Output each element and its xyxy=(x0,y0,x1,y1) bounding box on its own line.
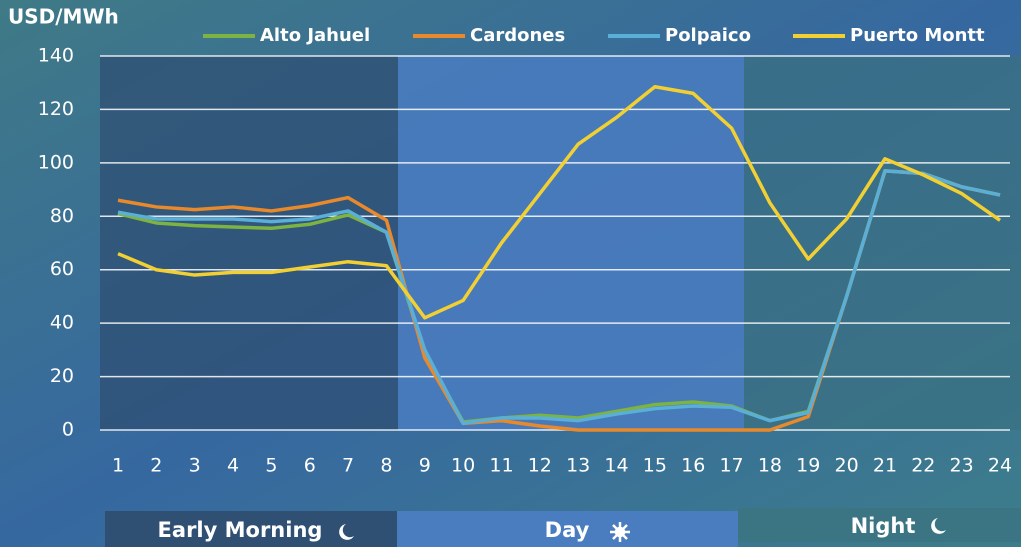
y-tick-label: 0 xyxy=(62,419,74,441)
moon-icon xyxy=(339,524,354,540)
period-label: Day xyxy=(545,518,590,542)
x-tick-label: 23 xyxy=(950,455,974,477)
legend-label: Puerto Montt xyxy=(850,25,985,46)
x-tick-label: 7 xyxy=(342,455,354,477)
x-tick-label: 18 xyxy=(758,455,782,477)
day-band xyxy=(398,56,744,430)
x-tick-label: 15 xyxy=(643,455,667,477)
x-tick-label: 8 xyxy=(380,455,392,477)
x-tick-label: 11 xyxy=(489,455,513,477)
x-tick-label: 21 xyxy=(873,455,897,477)
x-tick-label: 9 xyxy=(419,455,431,477)
x-tick-label: 17 xyxy=(719,455,743,477)
early-morning-band xyxy=(100,56,398,430)
y-tick-label: 40 xyxy=(50,312,74,334)
legend-label: Alto Jahuel xyxy=(260,25,370,46)
x-tick-label: 10 xyxy=(451,455,475,477)
x-tick-label: 2 xyxy=(150,455,162,477)
night-band xyxy=(744,56,1021,430)
y-tick-label: 100 xyxy=(38,151,74,173)
x-tick-label: 24 xyxy=(988,455,1012,477)
x-tick-label: 12 xyxy=(528,455,552,477)
night-box xyxy=(738,508,1021,542)
y-tick-label: 20 xyxy=(50,365,74,387)
x-tick-label: 6 xyxy=(304,455,316,477)
x-tick-label: 1 xyxy=(112,455,124,477)
day-box xyxy=(397,511,738,547)
series-line xyxy=(117,84,1002,320)
legend-label: Polpaico xyxy=(665,25,751,46)
y-tick-label: 120 xyxy=(38,98,74,120)
x-tick-label: 3 xyxy=(189,455,201,477)
x-tick-label: 14 xyxy=(604,455,628,477)
x-tick-label: 5 xyxy=(265,455,277,477)
y-tick-label: 60 xyxy=(50,258,74,280)
series-line xyxy=(117,169,1001,426)
y-tick-label: 140 xyxy=(38,45,74,67)
x-tick-label: 13 xyxy=(566,455,590,477)
x-tick-label: 4 xyxy=(227,455,239,477)
early-morning-box xyxy=(105,511,397,547)
period-label: Early Morning xyxy=(158,518,323,542)
x-tick-label: 19 xyxy=(796,455,820,477)
y-axis-label: USD/MWh xyxy=(8,5,119,29)
x-tick-label: 22 xyxy=(911,455,935,477)
moon-icon xyxy=(931,518,946,534)
period-label: Night xyxy=(851,514,916,538)
legend-label: Cardones xyxy=(470,25,565,46)
y-tick-label: 80 xyxy=(50,205,74,227)
x-tick-label: 20 xyxy=(835,455,859,477)
x-tick-label: 16 xyxy=(681,455,705,477)
sun-icon xyxy=(610,522,630,542)
